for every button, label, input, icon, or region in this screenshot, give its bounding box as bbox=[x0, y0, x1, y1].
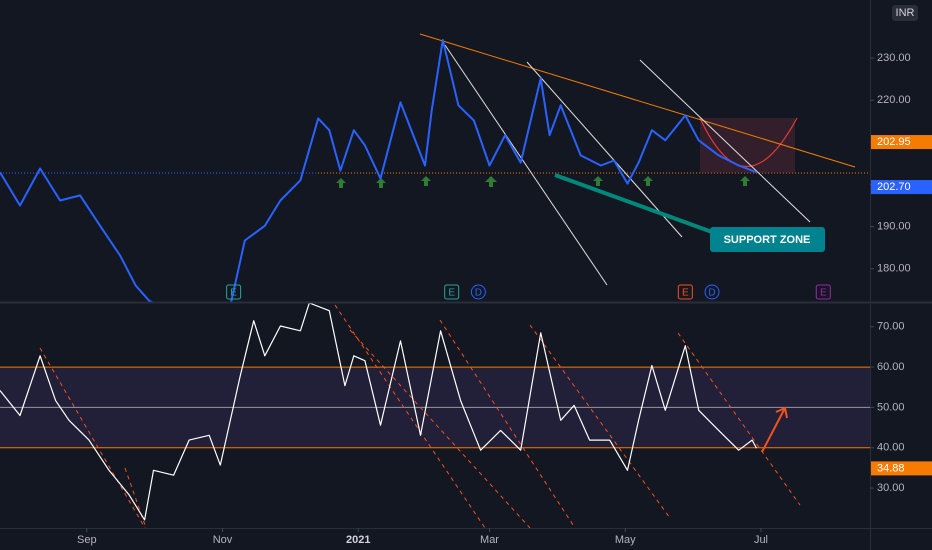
arrow bbox=[761, 406, 788, 453]
price-pane: SUPPORT ZONE bbox=[0, 33, 870, 302]
cup-zone bbox=[700, 118, 795, 173]
currency-badge bbox=[892, 5, 918, 21]
rsi-pane bbox=[0, 303, 870, 528]
channel-line bbox=[124, 467, 147, 528]
price-label-box bbox=[871, 461, 932, 476]
trendline bbox=[639, 59, 811, 223]
y-tick-label: 50.00 bbox=[877, 401, 905, 413]
callout-line bbox=[554, 173, 713, 234]
event-label: D bbox=[475, 288, 482, 299]
y-tick-label: 190.00 bbox=[877, 221, 911, 233]
x-tick-label: Sep bbox=[77, 534, 97, 546]
event-label: E bbox=[448, 288, 455, 299]
trendline bbox=[419, 33, 856, 168]
currency: INR bbox=[896, 7, 915, 19]
channel-line bbox=[677, 332, 801, 506]
y-tick-label: 180.00 bbox=[877, 263, 911, 275]
event-badge bbox=[226, 284, 242, 300]
channel-line bbox=[39, 347, 146, 528]
event-badge bbox=[470, 284, 486, 300]
price-label-box bbox=[871, 135, 932, 150]
event-label: E bbox=[230, 288, 237, 299]
callout-box bbox=[710, 227, 825, 252]
callout-label: SUPPORT ZONE bbox=[724, 234, 811, 246]
y-tick-label: 60.00 bbox=[877, 361, 905, 373]
price-label: 202.70 bbox=[877, 181, 911, 193]
y-tick-label: 70.00 bbox=[877, 321, 905, 333]
series-line bbox=[0, 39, 757, 302]
event-label: E bbox=[820, 288, 827, 299]
x-tick-label: Jul bbox=[754, 534, 768, 546]
x-tick-label: May bbox=[615, 534, 636, 546]
axes: 180.00190.00200.00210.00220.00230.00202.… bbox=[77, 52, 932, 546]
price-label: 202.95 bbox=[877, 136, 911, 148]
price-label-box bbox=[871, 180, 932, 195]
price-label: 34.88 bbox=[877, 462, 905, 474]
channel-line bbox=[439, 319, 576, 528]
event-badge bbox=[815, 284, 831, 300]
cup-arc bbox=[699, 117, 798, 168]
y-tick-label: 40.00 bbox=[877, 442, 905, 454]
event-badge bbox=[677, 284, 693, 300]
x-tick-label: Mar bbox=[480, 534, 499, 546]
x-tick-label: Nov bbox=[213, 534, 233, 546]
event-label: D bbox=[708, 288, 715, 299]
series-line bbox=[0, 303, 758, 521]
trendline bbox=[444, 44, 608, 286]
trendline bbox=[526, 61, 683, 238]
x-tick-label: 2021 bbox=[346, 534, 370, 546]
support-arrows bbox=[336, 176, 750, 188]
event-label: E bbox=[682, 288, 689, 299]
y-tick-label: 30.00 bbox=[877, 482, 905, 494]
y-tick-label: 220.00 bbox=[877, 94, 911, 106]
event-badge bbox=[704, 284, 720, 300]
event-badge bbox=[444, 284, 460, 300]
y-tick-label: 230.00 bbox=[877, 52, 911, 64]
